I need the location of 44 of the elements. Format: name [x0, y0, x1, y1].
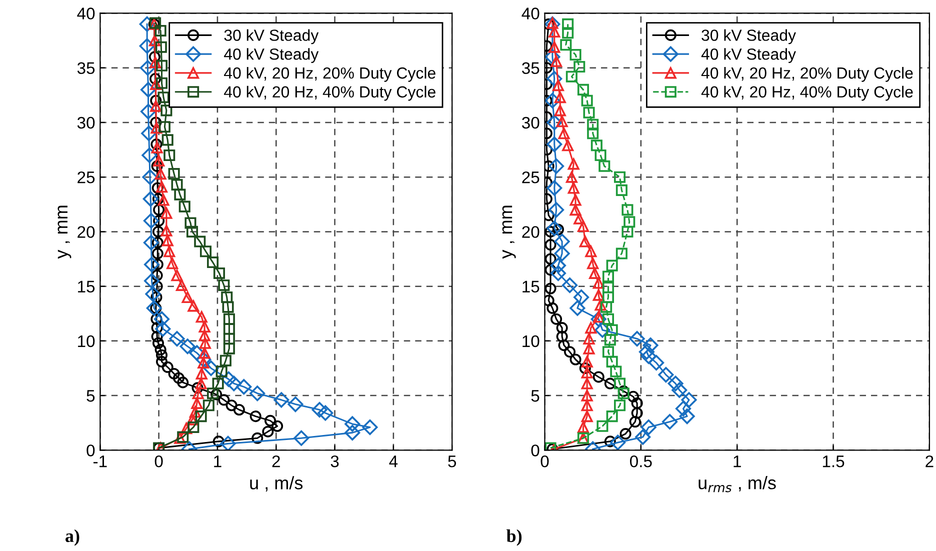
y-tick-label: 20 — [522, 226, 540, 238]
legend-label: 40 kV, 20 Hz, 40% Duty Cycle — [701, 86, 913, 101]
legend-label: 40 kV, 20 Hz, 40% Duty Cycle — [224, 86, 436, 101]
y-tick-label: 15 — [78, 280, 95, 293]
y-tick-label: 35 — [522, 62, 540, 74]
y-axis-title: y , mm — [58, 206, 72, 259]
x-axis-title: u , m/s — [250, 476, 303, 492]
x-tick-label: 1 — [214, 456, 222, 468]
text: b) — [506, 529, 522, 546]
y-tick-label: 40 — [522, 8, 540, 20]
x-axis-title: u$_{rms}$ , m/s — [698, 476, 776, 492]
y-tick-label: 35 — [77, 62, 95, 74]
x-tick-label: 0 — [540, 455, 549, 468]
x-tick-label: -1 — [93, 456, 107, 468]
y-tick-label: 25 — [522, 171, 540, 184]
y-tick-label: 20 — [78, 226, 95, 238]
legend-label: 40 kV Steady — [701, 48, 796, 63]
legend-label: 40 kV Steady — [224, 48, 319, 63]
x-tick-label: 2 — [272, 455, 280, 468]
x-tick-label: 0 — [154, 455, 163, 468]
x-tick-label: 2 — [926, 455, 934, 468]
legend-label: 40 kV, 20 Hz, 20% Duty Cycle — [224, 66, 436, 82]
text: a) — [66, 529, 80, 546]
y-tick-label: 30 — [522, 116, 540, 129]
y-tick-label: 40 — [77, 8, 95, 20]
y-tick-label: 10 — [78, 335, 95, 348]
y-tick-label: 30 — [77, 116, 95, 129]
y-axis-title: y , mm — [502, 206, 516, 259]
x-tick-label: 3 — [330, 455, 339, 468]
x-tick-label: 1.5 — [822, 456, 844, 468]
legend-label: 30 kV Steady — [702, 29, 796, 44]
x-tick-label: 0.5 — [630, 455, 652, 468]
legend-label: 40 kV, 20 Hz, 20% Duty Cycle — [701, 66, 913, 82]
y-tick-label: 10 — [522, 335, 540, 348]
legend-label: 30 kV Steady — [224, 29, 319, 44]
x-tick-label: 4 — [389, 456, 398, 468]
y-tick-label: 0 — [86, 444, 95, 456]
y-tick-label: 0 — [531, 444, 540, 456]
x-tick-label: 5 — [448, 456, 456, 468]
y-tick-label: 15 — [522, 280, 540, 293]
y-tick-label: 25 — [78, 171, 95, 184]
x-tick-label: 1 — [734, 456, 741, 468]
y-tick-label: 5 — [86, 390, 95, 402]
y-tick-label: 5 — [531, 390, 540, 402]
